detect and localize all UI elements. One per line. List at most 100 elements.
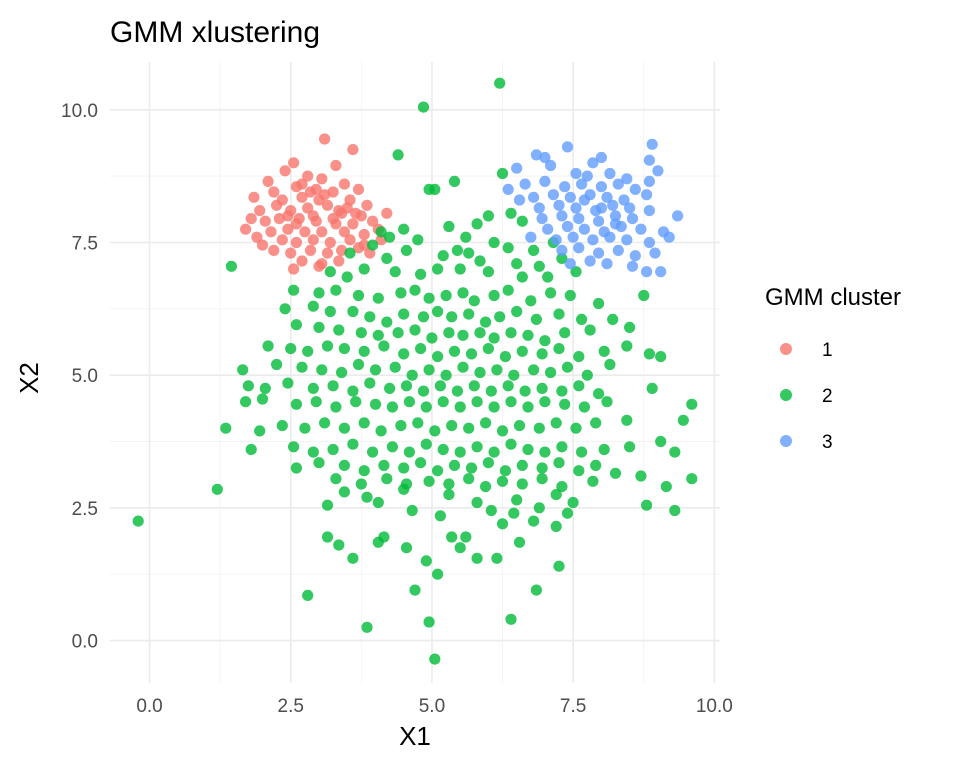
data-point: [553, 457, 565, 469]
data-point: [624, 202, 636, 214]
data-point: [460, 231, 472, 243]
data-point: [547, 189, 560, 201]
y-tick-label: 0.0: [72, 632, 98, 653]
data-point: [550, 520, 562, 533]
data-point: [307, 382, 319, 394]
data-point: [519, 178, 531, 190]
data-point: [570, 422, 582, 434]
legend-label-1: 1: [822, 340, 833, 361]
data-point: [502, 242, 514, 254]
data-point: [330, 284, 342, 296]
data-point: [454, 446, 466, 458]
data-point: [248, 191, 260, 203]
data-point: [372, 329, 384, 341]
data-point: [327, 380, 339, 392]
data-point: [649, 247, 661, 259]
x-tick-label: 2.5: [278, 696, 304, 717]
data-point: [319, 417, 331, 429]
data-point: [412, 417, 424, 429]
data-point: [288, 284, 300, 296]
data-point: [643, 154, 656, 166]
data-point: [440, 369, 452, 381]
data-point: [593, 388, 605, 400]
data-point: [604, 231, 616, 243]
data-point: [285, 343, 297, 355]
data-point: [454, 263, 466, 275]
data-point: [268, 186, 280, 198]
data-point: [434, 510, 446, 522]
data-point: [409, 284, 421, 296]
data-point: [355, 327, 367, 339]
data-point: [319, 189, 331, 201]
data-point: [406, 504, 418, 517]
data-point: [395, 420, 407, 432]
data-point: [355, 478, 367, 490]
x-tick-labels: 0.0 2.5 5.0 7.5 10.0: [136, 696, 733, 717]
data-point: [584, 324, 596, 336]
data-point: [412, 234, 424, 246]
data-point: [296, 191, 308, 203]
data-point: [324, 266, 336, 278]
data-point: [389, 266, 401, 278]
data-point: [530, 313, 543, 325]
data-point: [429, 425, 441, 437]
data-point: [256, 393, 269, 405]
data-point: [454, 401, 466, 413]
data-point: [262, 340, 274, 352]
data-point: [437, 250, 449, 262]
data-point: [511, 258, 523, 270]
data-point: [646, 138, 658, 150]
data-point: [626, 260, 639, 272]
data-point: [607, 199, 619, 211]
data-point: [601, 396, 613, 408]
data-point: [595, 181, 608, 193]
data-point: [313, 287, 325, 299]
x-tick-label: 7.5: [560, 696, 586, 717]
data-point: [448, 175, 461, 187]
data-point: [621, 340, 633, 352]
data-point: [392, 149, 404, 161]
legend-key-2: [780, 389, 792, 401]
data-point: [282, 377, 294, 389]
y-tick-label: 2.5: [72, 499, 98, 520]
data-point: [593, 215, 605, 227]
data-point: [271, 358, 283, 371]
data-point: [296, 361, 308, 373]
data-point: [417, 311, 430, 323]
data-point: [307, 234, 319, 246]
data-point: [443, 478, 455, 490]
data-point: [327, 213, 339, 225]
data-point: [491, 552, 503, 564]
data-point: [358, 239, 370, 251]
data-point: [556, 244, 568, 256]
data-point: [463, 473, 475, 485]
data-point: [525, 231, 537, 243]
data-point: [398, 483, 410, 495]
data-point: [330, 159, 342, 172]
data-point: [384, 382, 396, 394]
data-point: [593, 247, 605, 259]
data-point: [307, 446, 319, 458]
data-point: [533, 260, 545, 272]
data-point: [516, 215, 528, 227]
data-point: [333, 205, 345, 217]
data-point: [528, 244, 540, 256]
data-point: [398, 462, 410, 474]
data-point: [372, 292, 384, 304]
data-point: [437, 396, 449, 408]
data-point: [581, 369, 593, 381]
data-point: [324, 236, 336, 249]
data-point: [302, 345, 314, 357]
data-point: [598, 345, 610, 357]
data-point: [381, 316, 393, 328]
data-point: [242, 380, 254, 392]
data-point: [570, 202, 582, 214]
data-point: [446, 531, 458, 543]
data-point: [288, 441, 300, 453]
data-point: [499, 465, 511, 477]
data-point: [587, 157, 599, 169]
data-point: [347, 144, 359, 156]
data-point: [559, 327, 571, 339]
data-point: [556, 481, 568, 493]
data-point: [443, 489, 455, 501]
